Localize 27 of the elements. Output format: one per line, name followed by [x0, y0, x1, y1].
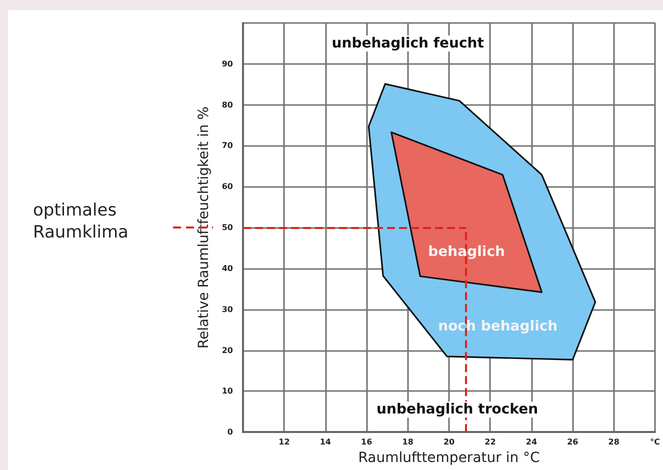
- y-tick-label: 80: [222, 100, 234, 110]
- y-tick-label: 20: [222, 346, 234, 355]
- x-tick-label: 20: [443, 438, 456, 447]
- y-axis-title: Relative Raumluftfeuchtigkeit in %: [196, 106, 212, 349]
- x-tick-label: 18: [402, 438, 414, 447]
- x-tick-label: 26: [567, 438, 579, 447]
- text: optimales Raumklima: [33, 200, 128, 243]
- x-tick-label: 24: [526, 438, 538, 447]
- y-tick-label: 40: [222, 264, 234, 273]
- series-label: noch behaglich: [438, 318, 558, 335]
- y-tick-label: 50: [222, 223, 234, 232]
- y-tick-label: 30: [222, 304, 234, 314]
- series-label: behaglich: [428, 244, 505, 260]
- x-tick-label: 12: [278, 438, 290, 447]
- x-tick-label: 22: [484, 438, 496, 447]
- y-tick-label: 0: [227, 428, 234, 437]
- x-tick-label: 16: [361, 438, 373, 447]
- x-tick-label: °C: [650, 438, 660, 447]
- y-tick-label: 60: [222, 182, 234, 192]
- x-axis-title: Raumlufttemperatur in °C: [358, 450, 540, 466]
- x-tick-label: 28: [608, 438, 620, 447]
- y-tick-label: 70: [222, 141, 234, 150]
- x-tick-label: 14: [320, 438, 332, 447]
- y-tick-label: 10: [222, 386, 234, 396]
- annotation: unbehaglich feucht: [332, 35, 484, 52]
- annotation: unbehaglich trocken: [376, 402, 538, 418]
- y-tick-label: 90: [222, 59, 234, 68]
